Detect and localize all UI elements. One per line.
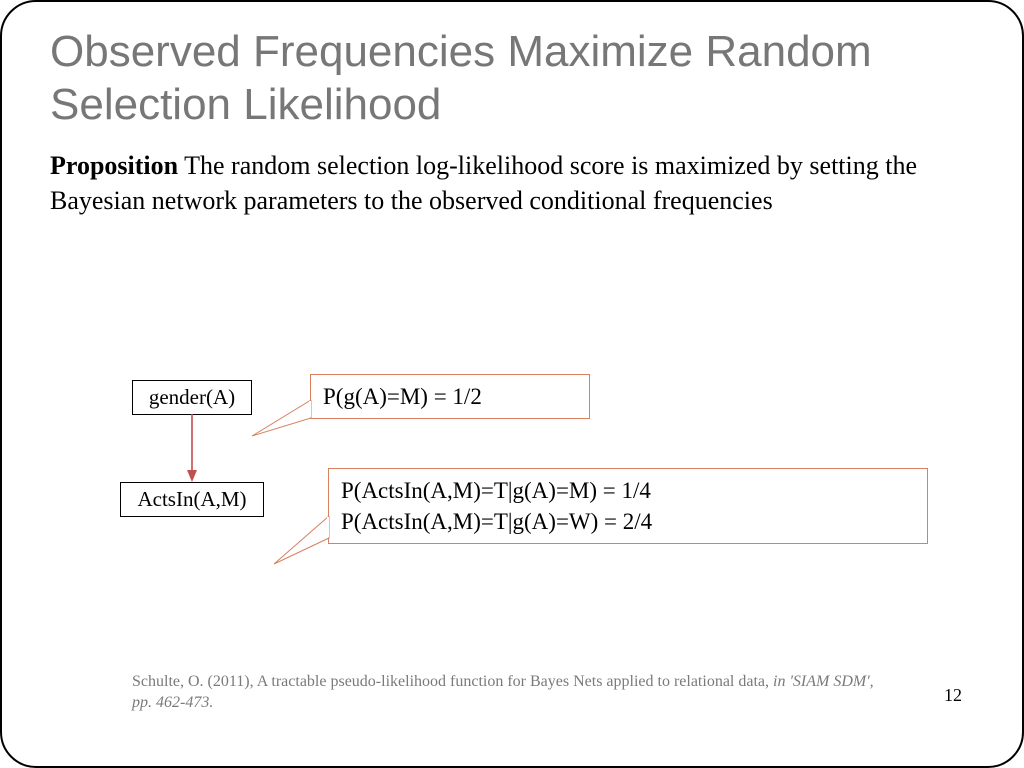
proposition-rest: The random selection log-likelihood scor… (50, 151, 917, 215)
callout-tail-1 (248, 400, 312, 440)
edge-arrow (182, 414, 202, 484)
callout-line: P(ActsIn(A,M)=T|g(A)=W) = 2/4 (341, 506, 915, 537)
page-number: 12 (944, 685, 962, 706)
callout-line: P(g(A)=M) = 1/2 (323, 381, 577, 412)
node-actsin: ActsIn(A,M) (120, 482, 264, 517)
node-gender: gender(A) (132, 380, 252, 415)
slide: Observed Frequencies Maximize Random Sel… (0, 0, 1024, 768)
proposition-lead: Proposition (50, 151, 178, 180)
callout-prob-gender: P(g(A)=M) = 1/2 (310, 374, 590, 419)
footer-citation: Schulte, O. (2011), A tractable pseudo-l… (132, 671, 892, 714)
slide-title: Observed Frequencies Maximize Random Sel… (50, 26, 974, 132)
footer-text: Schulte, O. (2011), A tractable pseudo-l… (132, 673, 773, 690)
callout-line: P(ActsIn(A,M)=T|g(A)=M) = 1/4 (341, 475, 915, 506)
proposition-text: Proposition The random selection log-lik… (50, 148, 974, 218)
callout-tail-2 (270, 516, 330, 568)
callout-prob-actsin: P(ActsIn(A,M)=T|g(A)=M) = 1/4 P(ActsIn(A… (328, 468, 928, 544)
